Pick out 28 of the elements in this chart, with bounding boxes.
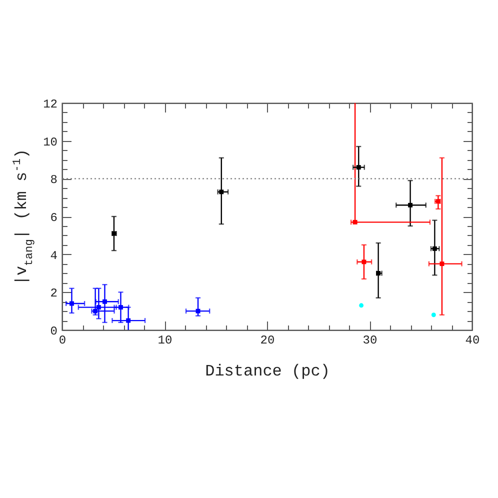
y-tick-label: 6 <box>50 211 58 225</box>
point <box>70 301 74 306</box>
y-tick-label: 2 <box>50 286 58 301</box>
point <box>362 260 366 264</box>
point <box>431 312 436 318</box>
point <box>432 246 437 251</box>
point <box>196 308 200 314</box>
x-tick-label: 30 <box>362 334 378 348</box>
y-tick-label: 0 <box>50 324 58 338</box>
point <box>408 202 413 208</box>
point <box>118 305 123 310</box>
point <box>356 165 361 170</box>
point <box>93 308 98 314</box>
x-tick-label: 0 <box>58 334 66 348</box>
point <box>126 318 131 323</box>
y-tick-label: 10 <box>43 135 58 150</box>
x-tick-label: 10 <box>158 334 172 348</box>
point <box>96 305 101 310</box>
x-tick-label: 20 <box>260 334 275 348</box>
point <box>440 262 444 266</box>
x-tick-label: 40 <box>465 334 480 348</box>
point <box>219 190 224 194</box>
y-tick-label: 4 <box>50 248 58 263</box>
point <box>359 303 364 308</box>
x-axis-title: Distance (pc) <box>205 362 330 380</box>
y-tick-label: 8 <box>50 173 58 188</box>
y-tick-label: 12 <box>43 98 58 112</box>
point <box>102 299 107 304</box>
